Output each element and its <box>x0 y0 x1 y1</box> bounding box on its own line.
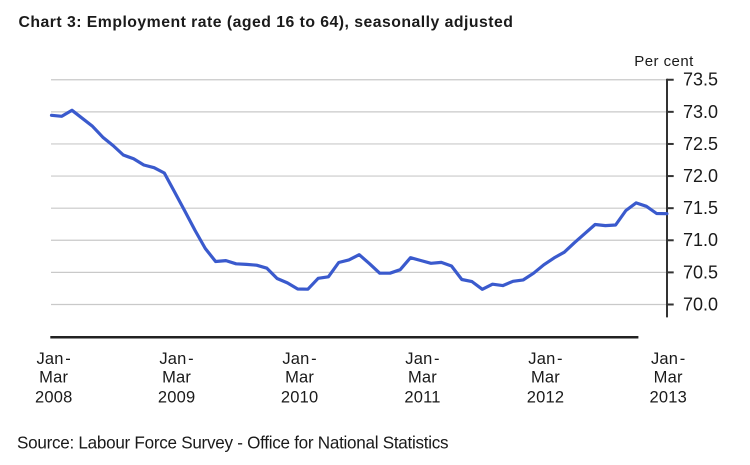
svg-text:Jan -: Jan - <box>159 350 193 368</box>
svg-text:2008: 2008 <box>35 388 73 406</box>
svg-text:2010: 2010 <box>281 388 319 406</box>
svg-text:2012: 2012 <box>527 388 565 406</box>
svg-text:Jan -: Jan - <box>528 350 562 368</box>
svg-text:70.5: 70.5 <box>683 262 718 282</box>
svg-text:72.0: 72.0 <box>683 166 718 186</box>
svg-text:Mar: Mar <box>531 369 560 387</box>
svg-text:Jan -: Jan - <box>36 350 70 368</box>
svg-text:73.5: 73.5 <box>683 70 718 90</box>
svg-text:Mar: Mar <box>39 369 68 387</box>
svg-text:Jan -: Jan - <box>405 350 439 368</box>
svg-text:Source: Labour Force Survey -: Source: Labour Force Survey - Office for… <box>17 433 448 452</box>
svg-text:Mar: Mar <box>654 369 683 387</box>
svg-text:71.0: 71.0 <box>683 230 718 250</box>
svg-text:2011: 2011 <box>404 388 440 406</box>
svg-text:71.5: 71.5 <box>683 198 718 218</box>
svg-text:2013: 2013 <box>649 388 687 406</box>
svg-text:Mar: Mar <box>162 369 191 387</box>
svg-text:Jan -: Jan - <box>651 350 685 368</box>
svg-text:70.0: 70.0 <box>683 294 718 314</box>
svg-text:73.0: 73.0 <box>683 102 718 122</box>
svg-text:Chart 3: Employment rate (aged: Chart 3: Employment rate (aged 16 to 64)… <box>19 14 514 31</box>
svg-text:72.5: 72.5 <box>683 134 718 154</box>
svg-text:2009: 2009 <box>158 388 196 406</box>
svg-text:Mar: Mar <box>285 369 314 387</box>
svg-text:Jan -: Jan - <box>282 350 316 368</box>
svg-text:Per cent: Per cent <box>634 53 694 70</box>
svg-text:Mar: Mar <box>408 369 437 387</box>
